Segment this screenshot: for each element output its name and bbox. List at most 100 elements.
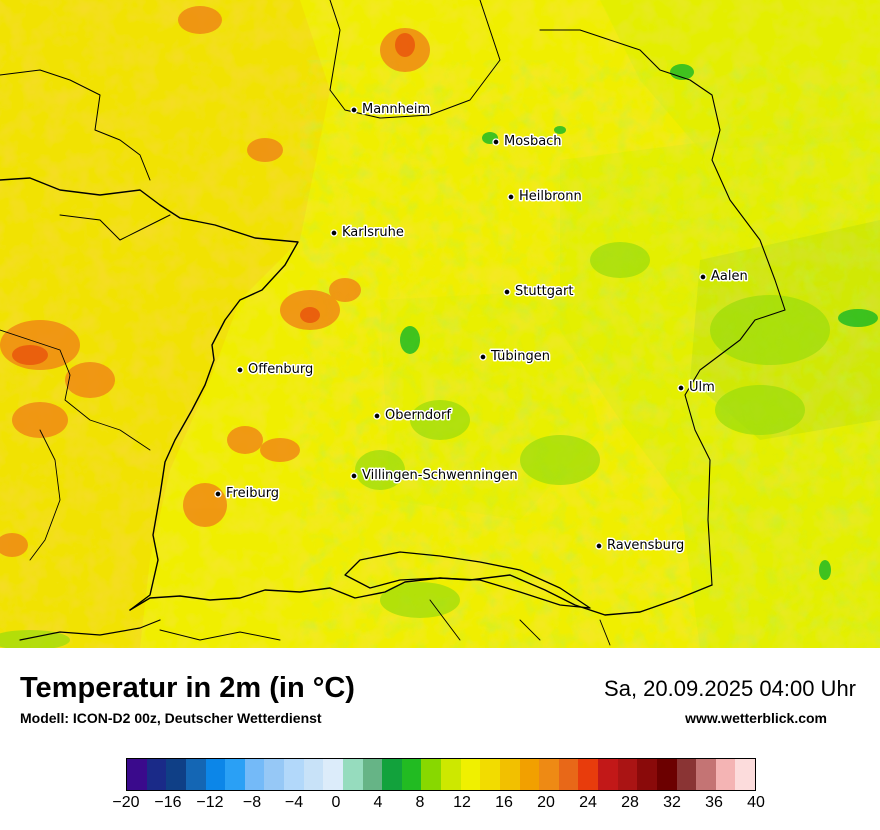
map-title: Temperatur in 2m (in °C) [20, 672, 355, 704]
city-marker: Ulm [677, 379, 716, 397]
city-dot [479, 353, 487, 361]
colorbar-tick-label: −12 [196, 794, 224, 811]
source-url: www.wetterblick.com [685, 710, 827, 726]
city-label: Tübingen [490, 349, 550, 364]
colorbar-swatch [264, 759, 284, 790]
city-marker: Freiburg [214, 485, 281, 503]
city-dot [214, 490, 222, 498]
colorbar-tick-label: 16 [495, 794, 513, 811]
city-marker: Ravensburg [595, 537, 686, 555]
colorbar-swatch [637, 759, 657, 790]
colorbar-swatch [656, 759, 677, 790]
city-marker: Villingen-Schwenningen [350, 467, 519, 485]
colorbar-swatch [127, 759, 147, 790]
city-marker: Oberndorf [373, 407, 453, 425]
colorbar-swatch [499, 759, 520, 790]
city-marker: Tübingen [479, 348, 552, 366]
colorbar-tick-label: 12 [453, 794, 471, 811]
colorbar-swatch [185, 759, 206, 790]
temperature-map: Mannheim Mosbach Heilbronn Karlsruhe Aalen St… [0, 0, 880, 648]
colorbar-tick-label: −4 [284, 794, 304, 811]
colorbar-tick-label: 4 [373, 794, 383, 811]
colorbar-tick-label: −8 [242, 794, 262, 811]
city-marker: Mosbach [492, 133, 563, 151]
city-label: Freiburg [226, 486, 279, 501]
colorbar-swatch [401, 759, 422, 790]
city-label: Aalen [711, 269, 748, 284]
colorbar-swatch [205, 759, 226, 790]
colorbar-tick-label: 8 [415, 794, 425, 811]
legend-footer: Temperatur in 2m (in °C) Modell: ICON-D2… [0, 648, 880, 830]
colorbar-swatch [303, 759, 324, 790]
colorbar-swatch [617, 759, 638, 790]
colorbar-swatch [146, 759, 167, 790]
colorbar-swatch [519, 759, 540, 790]
city-label: Mosbach [504, 134, 562, 149]
colorbar-tick-label: 36 [705, 794, 723, 811]
city-label: Offenburg [248, 362, 313, 377]
city-dot [350, 106, 358, 114]
city-label: Mannheim [362, 102, 430, 117]
colorbar-swatch [362, 759, 383, 790]
colorbar-tick-label: 0 [331, 794, 341, 811]
forecast-datetime: Sa, 20.09.2025 04:00 Uhr [604, 676, 856, 701]
colorbar-ticks: −20 −16 −12 −8 −4 0 4 8 12 16 20 24 28 32 36 40 [0, 794, 880, 818]
city-label: Stuttgart [515, 284, 573, 299]
borders [0, 0, 786, 646]
city-marker: Karlsruhe [330, 224, 405, 242]
light-green-areas [0, 242, 830, 648]
colorbar-swatch [342, 759, 363, 790]
city-dot [699, 273, 707, 281]
city-label: Oberndorf [385, 408, 451, 423]
colorbar-swatch [676, 759, 697, 790]
city-marker: Heilbronn [507, 188, 583, 206]
temperature-colorbar [126, 758, 756, 791]
city-marker: Offenburg [236, 361, 315, 379]
city-dot [373, 412, 381, 420]
colorbar-tick-label: 20 [537, 794, 555, 811]
city-label: Ulm [689, 380, 715, 395]
colorbar-swatch [696, 759, 716, 790]
city-label: Ravensburg [607, 538, 684, 553]
colorbar-swatch [421, 759, 441, 790]
colorbar-tick-label: −20 [112, 794, 140, 811]
colorbar-swatch [460, 759, 481, 790]
city-label: Heilbronn [519, 189, 582, 204]
city-dot [492, 138, 500, 146]
city-dot [503, 288, 511, 296]
city-dot [330, 229, 338, 237]
colorbar-swatch [578, 759, 598, 790]
city-marker: Aalen [699, 268, 749, 286]
city-marker: Mannheim [350, 101, 432, 119]
colorbar-swatch [323, 759, 343, 790]
city-dot [677, 384, 685, 392]
city-marker: Stuttgart [503, 283, 575, 301]
cool-spots [400, 64, 878, 580]
colorbar-tick-label: 24 [579, 794, 597, 811]
city-label: Villingen-Schwenningen [362, 468, 518, 483]
colorbar-swatch [539, 759, 559, 790]
colorbar-swatch [441, 759, 461, 790]
city-dot [595, 542, 603, 550]
hot-spots [12, 33, 415, 365]
city-dot [236, 366, 244, 374]
model-subtitle: Modell: ICON-D2 00z, Deutscher Wetterdie… [20, 710, 322, 726]
city-dot [350, 472, 358, 480]
colorbar-swatch [735, 759, 755, 790]
colorbar-swatch [166, 759, 186, 790]
city-label: Karlsruhe [342, 225, 404, 240]
colorbar-swatch [598, 759, 618, 790]
colorbar-swatch [480, 759, 500, 790]
colorbar-tick-label: 28 [621, 794, 639, 811]
colorbar-swatch [244, 759, 265, 790]
colorbar-tick-label: 32 [663, 794, 681, 811]
colorbar-swatch [382, 759, 402, 790]
colorbar-swatch [284, 759, 304, 790]
colorbar-swatch [225, 759, 245, 790]
city-dot [507, 193, 515, 201]
colorbar-tick-label: 40 [747, 794, 765, 811]
colorbar-swatch [715, 759, 736, 790]
colorbar-swatch [558, 759, 579, 790]
city-markers: Mannheim Mosbach Heilbronn Karlsruhe Aalen St… [214, 101, 749, 555]
colorbar-tick-label: −16 [154, 794, 182, 811]
